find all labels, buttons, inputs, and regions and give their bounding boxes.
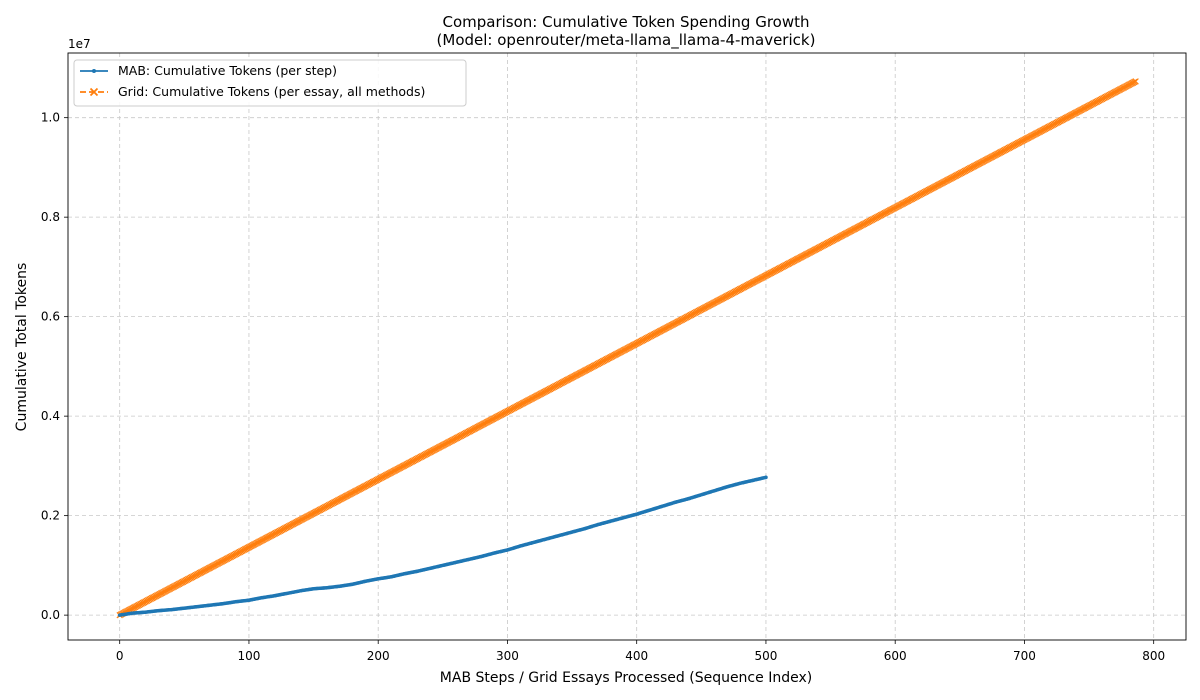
mab-series-point — [764, 475, 768, 480]
chart-subtitle: (Model: openrouter/meta-llama_llama-4-ma… — [437, 31, 816, 50]
y-tick-label: 0.8 — [41, 210, 60, 224]
x-tick-label: 100 — [237, 649, 260, 663]
legend-marker-grid — [89, 87, 99, 97]
x-tick-label: 300 — [496, 649, 519, 663]
ticks: 0 100 200 300 400 500 600 700 800 0.0 0.2 0.4 0.6 0.8… — [41, 111, 1165, 663]
grid — [68, 53, 1186, 640]
y-tick-label: 0.0 — [41, 608, 60, 622]
x-axis-label: MAB Steps / Grid Essays Processed (Seque… — [440, 670, 812, 686]
x-tick-label: 800 — [1142, 649, 1165, 663]
y-tick-label: 1.0 — [41, 111, 60, 125]
x-tick-label: 200 — [367, 649, 390, 663]
legend-box — [73, 59, 467, 107]
x-tick-label: 400 — [625, 649, 648, 663]
axes — [67, 52, 1187, 641]
x-tick-label: 500 — [754, 649, 777, 663]
legend: MAB: Cumulative Tokens (per step) Grid: … — [73, 59, 467, 107]
chart-title: Comparison: Cumulative Token Spending Gr… — [442, 13, 809, 31]
legend-label-mab: MAB: Cumulative Tokens (per step) — [118, 63, 337, 78]
y-tick-label: 0.2 — [41, 509, 60, 523]
mab-series-line — [119, 476, 767, 617]
legend-label-grid: Grid: Cumulative Tokens (per essay, all … — [118, 84, 425, 99]
plot-frame — [67, 52, 1187, 641]
y-tick-label: 0.6 — [41, 310, 60, 324]
grid-series-point — [1132, 78, 1139, 85]
y-offset-label: 1e7 — [68, 37, 91, 51]
y-tick-label: 0.4 — [41, 409, 60, 423]
x-tick-label: 700 — [1013, 649, 1036, 663]
x-tick-label: 0 — [116, 649, 124, 663]
y-axis-label: Cumulative Total Tokens — [14, 263, 30, 432]
x-tick-label: 600 — [884, 649, 907, 663]
legend-marker-mab — [92, 69, 96, 73]
series-layer — [116, 78, 1139, 619]
